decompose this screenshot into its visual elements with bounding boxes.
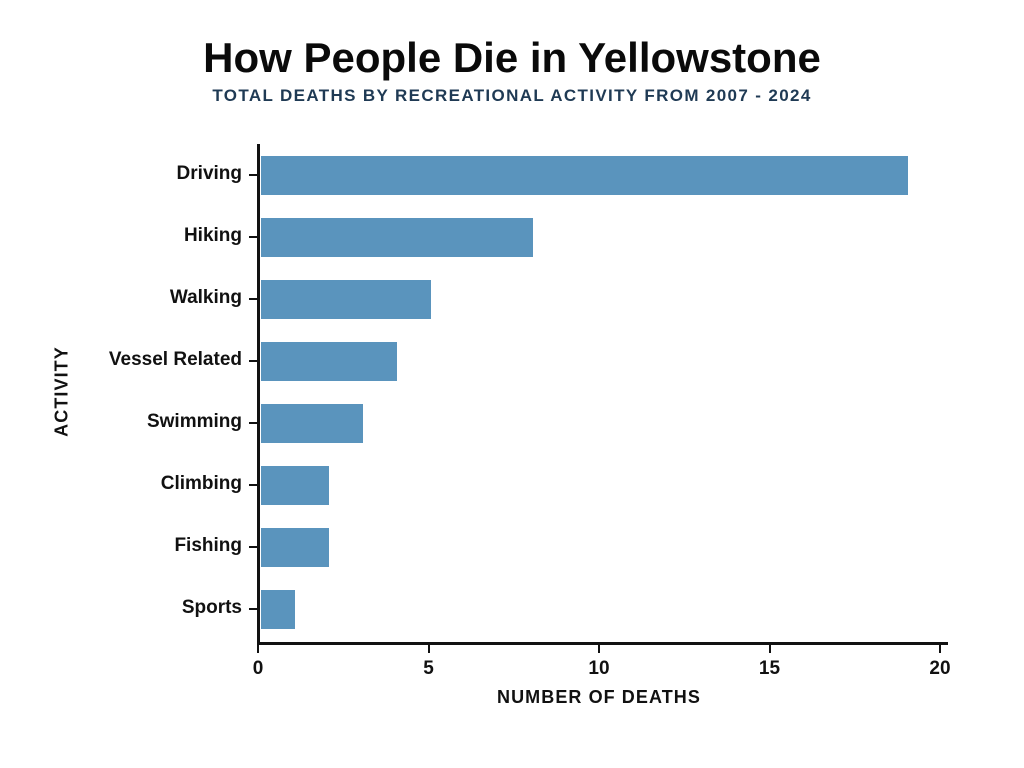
bar — [261, 528, 329, 567]
y-tick — [249, 360, 257, 362]
y-tick — [249, 608, 257, 610]
y-tick — [249, 174, 257, 176]
y-category-label: Climbing — [60, 473, 242, 495]
x-tick-label: 5 — [399, 658, 459, 680]
y-category-label: Driving — [60, 163, 242, 185]
bar — [261, 218, 534, 257]
chart-container: { "chart": { "type": "bar-horizontal", "… — [0, 0, 1024, 768]
bar — [261, 466, 329, 505]
x-tick-label: 10 — [569, 658, 629, 680]
y-category-label: Vessel Related — [60, 349, 242, 371]
x-tick — [939, 645, 941, 653]
bar — [261, 590, 295, 629]
chart-title: How People Die in Yellowstone — [0, 0, 1024, 82]
y-tick — [249, 546, 257, 548]
y-category-label: Hiking — [60, 225, 242, 247]
x-tick-label: 20 — [910, 658, 970, 680]
bar — [261, 404, 363, 443]
chart-subtitle: TOTAL DEATHS BY RECREATIONAL ACTIVITY FR… — [0, 86, 1024, 106]
y-tick — [249, 484, 257, 486]
y-category-label: Fishing — [60, 535, 242, 557]
x-tick-label: 15 — [740, 658, 800, 680]
x-tick — [598, 645, 600, 653]
x-tick — [257, 645, 259, 653]
y-category-label: Sports — [60, 597, 242, 619]
y-category-label: Swimming — [60, 411, 242, 433]
x-tick — [428, 645, 430, 653]
bar — [261, 156, 909, 195]
x-axis-line — [257, 642, 948, 645]
x-tick — [769, 645, 771, 653]
y-axis-line — [257, 144, 260, 645]
y-tick — [249, 298, 257, 300]
bar — [261, 342, 397, 381]
x-axis-title: NUMBER OF DEATHS — [258, 687, 940, 708]
y-tick — [249, 422, 257, 424]
bar — [261, 280, 432, 319]
y-category-label: Walking — [60, 287, 242, 309]
y-tick — [249, 236, 257, 238]
x-tick-label: 0 — [228, 658, 288, 680]
